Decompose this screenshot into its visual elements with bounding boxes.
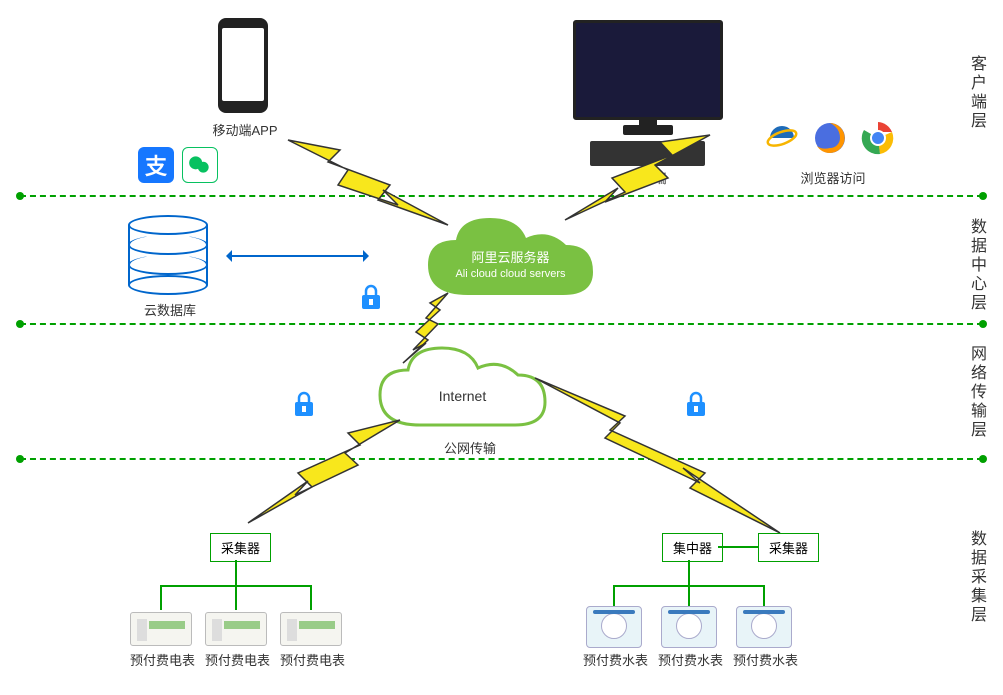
ali-cloud-cn: 阿里云服务器 (418, 250, 603, 267)
tree-v-right-c (763, 585, 765, 607)
wechat-icon (182, 147, 218, 183)
collector-right-label: 采集器 (758, 533, 819, 562)
alipay-icon: 支 (138, 147, 174, 183)
wmeter-3-icon (736, 606, 792, 648)
ie-icon (764, 120, 800, 156)
ali-cloud-en: Ali cloud cloud servers (418, 267, 603, 281)
tree-v-left-1 (235, 560, 237, 585)
bolt-internet-to-right (525, 368, 790, 543)
tree-v-left-c (310, 585, 312, 610)
lock-icon-2 (293, 390, 315, 418)
tree-v-right-b (688, 585, 690, 607)
collector-left-label: 采集器 (210, 533, 271, 562)
emeter-1-label: 预付费电表 (125, 650, 200, 669)
cloud-db-label: 云数据库 (130, 300, 210, 319)
bolt-pc-to-cloud (560, 130, 720, 230)
tree-v-left-b (235, 585, 237, 610)
bolt-cloud-to-internet (398, 288, 468, 368)
layer-label-client: 客户端层 (964, 55, 988, 131)
layer-label-collect: 数据采集层 (964, 530, 988, 625)
bolt-mobile-to-cloud (278, 130, 458, 240)
divider-3 (20, 458, 983, 460)
firefox-icon (812, 120, 848, 156)
bolt-internet-to-left (240, 415, 410, 530)
browser-access-label: 浏览器访问 (788, 168, 878, 187)
db-to-cloud-arrow (230, 255, 365, 257)
database-icon (128, 215, 208, 295)
chrome-icon (860, 120, 896, 156)
wmeter-2-label: 预付费水表 (653, 650, 728, 669)
wmeter-1-label: 预付费水表 (578, 650, 653, 669)
layer-label-datacenter: 数据中心层 (964, 218, 988, 313)
mobile-phone-icon (218, 18, 268, 113)
divider-1 (20, 195, 983, 197)
tree-v-right-a (613, 585, 615, 607)
wmeter-3-label: 预付费水表 (728, 650, 803, 669)
lock-icon-1 (360, 283, 382, 311)
emeter-2-icon (205, 612, 267, 646)
tree-v-left-a (160, 585, 162, 610)
emeter-2-label: 预付费电表 (200, 650, 275, 669)
emeter-3-icon (280, 612, 342, 646)
tree-v-right-1 (688, 560, 690, 585)
wmeter-2-icon (661, 606, 717, 648)
public-net-label: 公网传输 (430, 438, 510, 457)
mobile-app-label: 移动端APP (200, 120, 290, 139)
monitor-icon (573, 20, 723, 120)
wmeter-1-icon (586, 606, 642, 648)
emeter-3-label: 预付费电表 (275, 650, 350, 669)
emeter-1-icon (130, 612, 192, 646)
layer-label-network: 网络传输层 (964, 345, 988, 440)
tree-h-right-top (718, 546, 758, 548)
concentrator-label: 集中器 (662, 533, 723, 562)
ali-cloud-text: 阿里云服务器 Ali cloud cloud servers (418, 250, 603, 281)
divider-2 (20, 323, 983, 325)
